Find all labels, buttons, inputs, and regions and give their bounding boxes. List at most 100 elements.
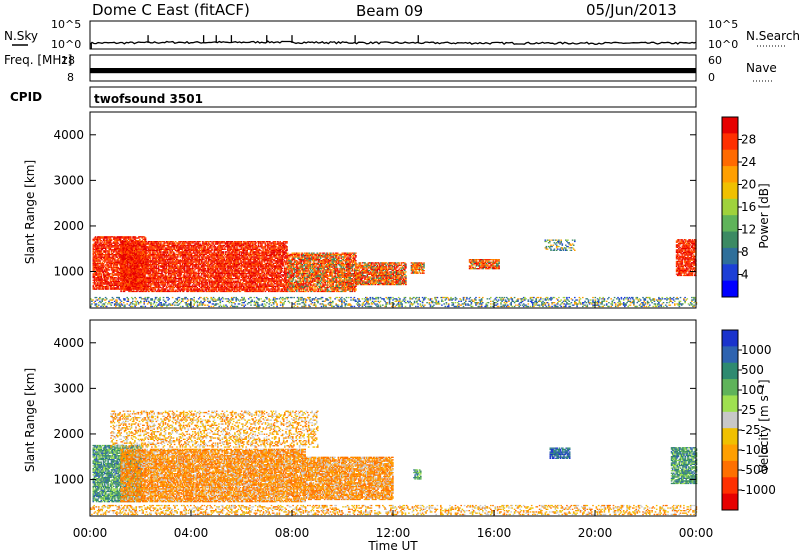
heatmap-cell: [164, 261, 167, 263]
heatmap-cell: [197, 241, 200, 243]
heatmap-cell: [178, 285, 180, 287]
heatmap-cell: [120, 242, 122, 244]
heatmap-cell: [114, 269, 116, 271]
heatmap-cell: [205, 256, 208, 258]
heatmap-cell: [136, 243, 138, 245]
heatmap-cell: [210, 290, 212, 293]
heatmap-cell: [130, 249, 133, 252]
station-title: Dome C East (fitACF): [92, 1, 250, 19]
heatmap-cell: [120, 248, 122, 250]
heatmap-cell: [206, 252, 209, 254]
heatmap-cell: [102, 270, 105, 272]
nave-label: Nave: [746, 61, 777, 75]
heatmap-cell: [193, 252, 195, 254]
heatmap-cell: [186, 289, 188, 291]
heatmap-cell: [102, 254, 105, 256]
heatmap-cell: [97, 277, 99, 279]
heatmap-cell: [129, 286, 131, 289]
heatmap-cell: [147, 280, 150, 282]
heatmap-cell: [156, 278, 159, 280]
heatmap-cell: [140, 285, 143, 287]
heatmap-cell: [168, 257, 170, 259]
heatmap-cell: [116, 245, 118, 247]
heatmap-cell: [154, 244, 156, 247]
heatmap-cell: [107, 256, 109, 258]
heatmap-cell: [155, 260, 158, 262]
heatmap-cell: [174, 244, 177, 247]
heatmap-cell: [174, 248, 177, 250]
heatmap-cell: [174, 278, 177, 280]
heatmap-cell: [211, 279, 213, 281]
heatmap-cell: [185, 281, 187, 284]
heatmap-cell: [118, 263, 121, 265]
heatmap-cell: [129, 290, 131, 293]
heatmap-cell: [137, 275, 139, 277]
heatmap-cell: [93, 266, 96, 269]
heatmap-cell: [152, 283, 154, 285]
heatmap-cell: [196, 286, 198, 289]
heatmap-cell: [231, 283, 234, 285]
heatmap-cell: [105, 280, 107, 283]
heatmap-cell: [123, 252, 126, 254]
heatmap-cell: [97, 257, 99, 260]
heatmap-cell: [174, 276, 177, 278]
heatmap-cell: [207, 278, 210, 280]
heatmap-cell: [98, 278, 100, 280]
heatmap-cell: [128, 242, 130, 244]
heatmap-cell: [156, 279, 159, 281]
heatmap-cell: [173, 262, 176, 264]
heatmap-cell: [182, 283, 185, 285]
heatmap-cell: [169, 256, 171, 258]
heatmap-cell: [170, 255, 172, 257]
heatmap-cell: [140, 290, 143, 293]
heatmap-cell: [202, 267, 204, 270]
heatmap-cell: [141, 285, 144, 287]
heatmap-cell: [147, 286, 150, 289]
heatmap-cell: [152, 281, 154, 284]
heatmap-cell: [182, 276, 185, 278]
heatmap-cell: [94, 274, 97, 276]
heatmap-cell: [181, 271, 184, 273]
heatmap-cell: [137, 270, 139, 272]
heatmap-cell: [207, 247, 210, 249]
heatmap-cell: [157, 258, 160, 261]
heatmap-cell: [97, 279, 99, 281]
heatmap-cell: [183, 276, 186, 278]
heatmap-cell: [103, 274, 106, 276]
heatmap-cell: [183, 262, 186, 264]
heatmap-cell: [147, 278, 150, 280]
heatmap-cell: [165, 269, 168, 271]
heatmap-cell: [143, 289, 145, 291]
heatmap-cell: [126, 236, 129, 238]
heatmap-cell: [138, 237, 140, 239]
heatmap-cell: [106, 261, 108, 263]
heatmap-cell: [171, 289, 173, 291]
heatmap-cell: [108, 251, 110, 253]
heatmap-cell: [229, 264, 231, 266]
heatmap-cell: [137, 267, 139, 270]
heatmap-cell: [174, 264, 177, 266]
heatmap-cell: [206, 248, 209, 250]
heatmap-cell: [101, 245, 104, 247]
heatmap-cell: [97, 251, 99, 253]
heatmap-cell: [203, 286, 205, 289]
heatmap-cell: [178, 284, 180, 286]
heatmap-cell: [155, 290, 158, 293]
heatmap-cell: [95, 270, 98, 272]
heatmap-cell: [211, 280, 213, 282]
heatmap-cell: [196, 272, 198, 275]
heatmap-cell: [139, 248, 142, 250]
heatmap-cell: [122, 255, 125, 257]
heatmap-cell: [220, 275, 222, 277]
heatmap-cell: [146, 255, 148, 257]
heatmap-cell: [193, 272, 195, 275]
heatmap-cell: [141, 290, 144, 293]
heatmap-cell: [165, 258, 168, 261]
heatmap-cell: [94, 265, 97, 267]
heatmap-cell: [137, 289, 139, 291]
heatmap-cell: [190, 276, 193, 278]
heatmap-cell: [134, 238, 137, 240]
heatmap-cell: [109, 285, 112, 288]
heatmap-cell: [97, 265, 99, 267]
heatmap-cell: [130, 244, 133, 247]
